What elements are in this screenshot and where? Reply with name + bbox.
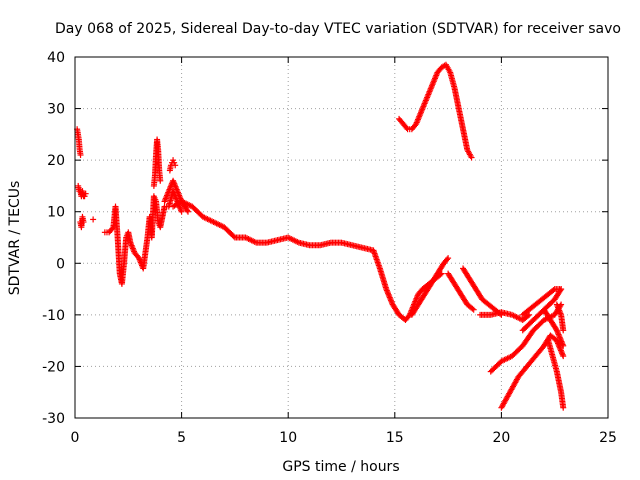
x-tick-label: 10 [279, 430, 297, 446]
data-point [560, 342, 567, 349]
data-point-interp [230, 233, 237, 240]
y-axis-label: SDTVAR / TECUs [7, 181, 23, 296]
data-point-interp [557, 287, 564, 294]
x-axis-label: GPS time / hours [282, 459, 399, 475]
data-points [74, 61, 567, 411]
y-tick-label: -10 [42, 308, 65, 324]
axis-ticks: 0 5 10 15 20 25 -30 -20 -10 0 10 20 30 40 [42, 50, 617, 446]
data-point-interp [444, 256, 451, 263]
data-point [526, 311, 533, 318]
x-tick-label: 15 [386, 430, 404, 446]
data-point [178, 208, 185, 215]
data-point-interp [553, 326, 560, 333]
data-point-interp [403, 124, 410, 131]
data-point [468, 154, 475, 161]
data-point [157, 177, 164, 184]
data-point [560, 353, 567, 360]
x-tick-label: 0 [71, 430, 80, 446]
y-tick-label: 40 [47, 50, 65, 66]
y-tick-label: 20 [47, 153, 65, 169]
data-point [184, 208, 191, 215]
x-tick-label: 20 [492, 430, 510, 446]
chart-title: Day 068 of 2025, Sidereal Day-to-day VTE… [55, 21, 621, 37]
data-point [445, 255, 452, 262]
data-point [82, 190, 89, 197]
y-tick-label: 30 [47, 102, 65, 118]
data-point [558, 286, 565, 293]
data-point [90, 216, 97, 223]
plot-frame [74, 56, 609, 419]
x-tick-label: 5 [177, 430, 186, 446]
data-point-interp [524, 312, 531, 319]
y-tick-label: 0 [56, 256, 65, 272]
x-tick-label: 25 [599, 430, 617, 446]
y-tick-label: -20 [42, 359, 65, 375]
y-tick-label: 10 [47, 205, 65, 221]
data-point [77, 151, 84, 158]
data-point-interp [550, 287, 557, 294]
data-point-interp [469, 305, 476, 312]
data-point [560, 404, 567, 411]
data-point [172, 162, 179, 169]
data-point-interp [184, 207, 191, 214]
data-point [470, 306, 477, 313]
data-point [560, 327, 567, 334]
y-tick-label: -30 [42, 411, 65, 427]
data-point [80, 219, 87, 226]
